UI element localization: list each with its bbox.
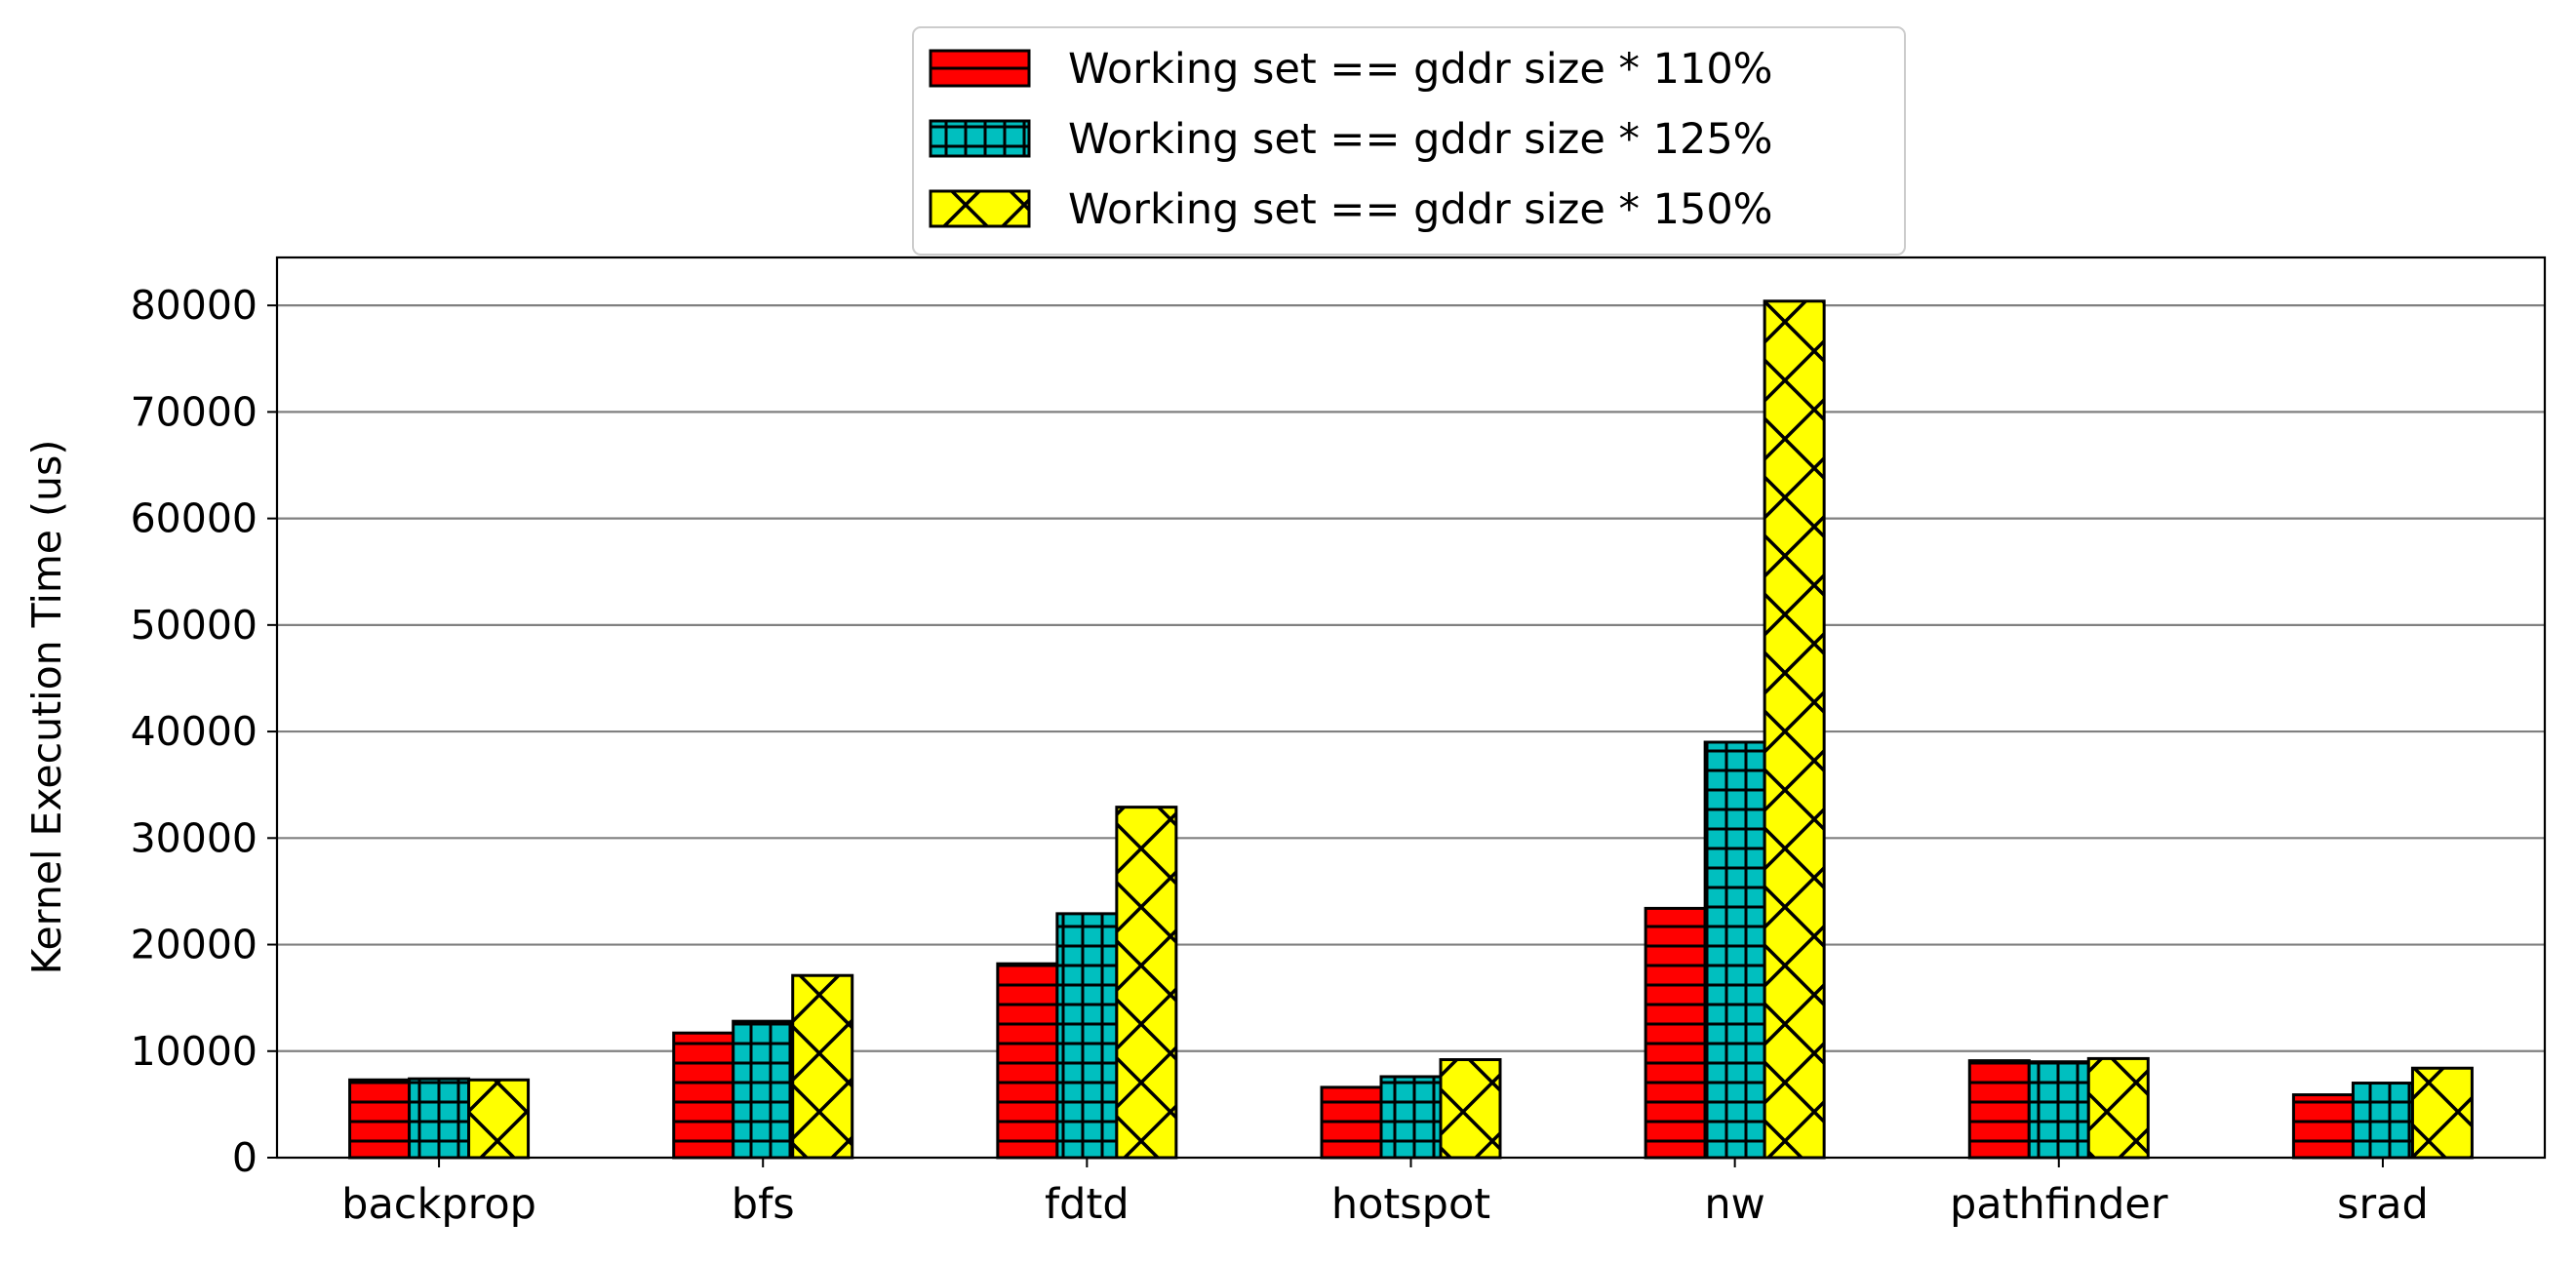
y-tick-label: 0 (232, 1134, 258, 1181)
x-tick-label: backprop (341, 1180, 536, 1229)
bar-hotspot-series-1 (1320, 1085, 1383, 1160)
bar-backprop-series-1 (348, 1078, 412, 1160)
legend-label: Working set == gddr size * 150% (1068, 185, 1773, 234)
y-gridlines (277, 304, 2545, 1052)
bar-hotspot-series-2 (1379, 1075, 1443, 1160)
bar-bfs-series-1 (672, 1031, 735, 1160)
bar-pathfinder-series-3 (2086, 1056, 2150, 1160)
x-tick-label: srad (2337, 1180, 2429, 1229)
y-tick-label: 10000 (131, 1028, 258, 1075)
bar-backprop-series-2 (408, 1077, 471, 1160)
bar-bfs-series-2 (732, 1019, 795, 1160)
bar-nw-series-3 (1763, 299, 1826, 1160)
y-tick-label: 80000 (131, 282, 258, 329)
legend-label: Working set == gddr size * 125% (1068, 115, 1773, 164)
bar-bfs-series-3 (791, 973, 854, 1160)
bar-fdtd-series-2 (1055, 912, 1119, 1160)
legend-frame (912, 26, 1906, 256)
bar-pathfinder-series-2 (2027, 1060, 2090, 1160)
y-tick-label: 40000 (131, 708, 258, 755)
legend-label: Working set == gddr size * 110% (1068, 45, 1773, 94)
x-tick-label: hotspot (1331, 1180, 1490, 1229)
bar-nw-series-1 (1644, 906, 1707, 1160)
bar-backprop-series-3 (467, 1078, 531, 1160)
legend-swatch (929, 49, 1031, 88)
x-tick-label: fdtd (1045, 1180, 1129, 1229)
y-tick-label: 30000 (131, 814, 258, 861)
bar-srad-series-2 (2351, 1082, 2414, 1160)
bar-fdtd-series-1 (996, 962, 1059, 1160)
bar-srad-series-1 (2291, 1093, 2355, 1160)
x-tick-label: pathfinder (1950, 1180, 2168, 1229)
bars-layer (348, 299, 2474, 1160)
y-axis-label: Kernel Execution Time (us) (23, 440, 70, 975)
legend: Working set == gddr size * 110% Working s… (912, 26, 1906, 256)
x-tick-label: bfs (732, 1180, 795, 1229)
x-axis-ticks: backprop bfs fdtd hotspot nw pathfinder srad (341, 1158, 2429, 1229)
y-tick-label: 70000 (131, 388, 258, 435)
y-tick-label: 20000 (131, 922, 258, 968)
y-axis-ticks: 0 10000 20000 30000 40000 50000 60000 70000 8000… (131, 282, 277, 1181)
bar-srad-series-3 (2410, 1066, 2474, 1160)
plot-frame (275, 256, 2547, 1160)
legend-swatch (929, 189, 1031, 228)
legend-swatch (929, 119, 1031, 158)
y-tick-label: 50000 (131, 602, 258, 649)
x-tick-label: nw (1704, 1180, 1764, 1229)
bar-hotspot-series-3 (1439, 1058, 1502, 1160)
bar-pathfinder-series-1 (1967, 1059, 2031, 1160)
bar-nw-series-2 (1703, 740, 1766, 1160)
y-tick-label: 60000 (131, 495, 258, 542)
bar-fdtd-series-3 (1115, 806, 1178, 1160)
